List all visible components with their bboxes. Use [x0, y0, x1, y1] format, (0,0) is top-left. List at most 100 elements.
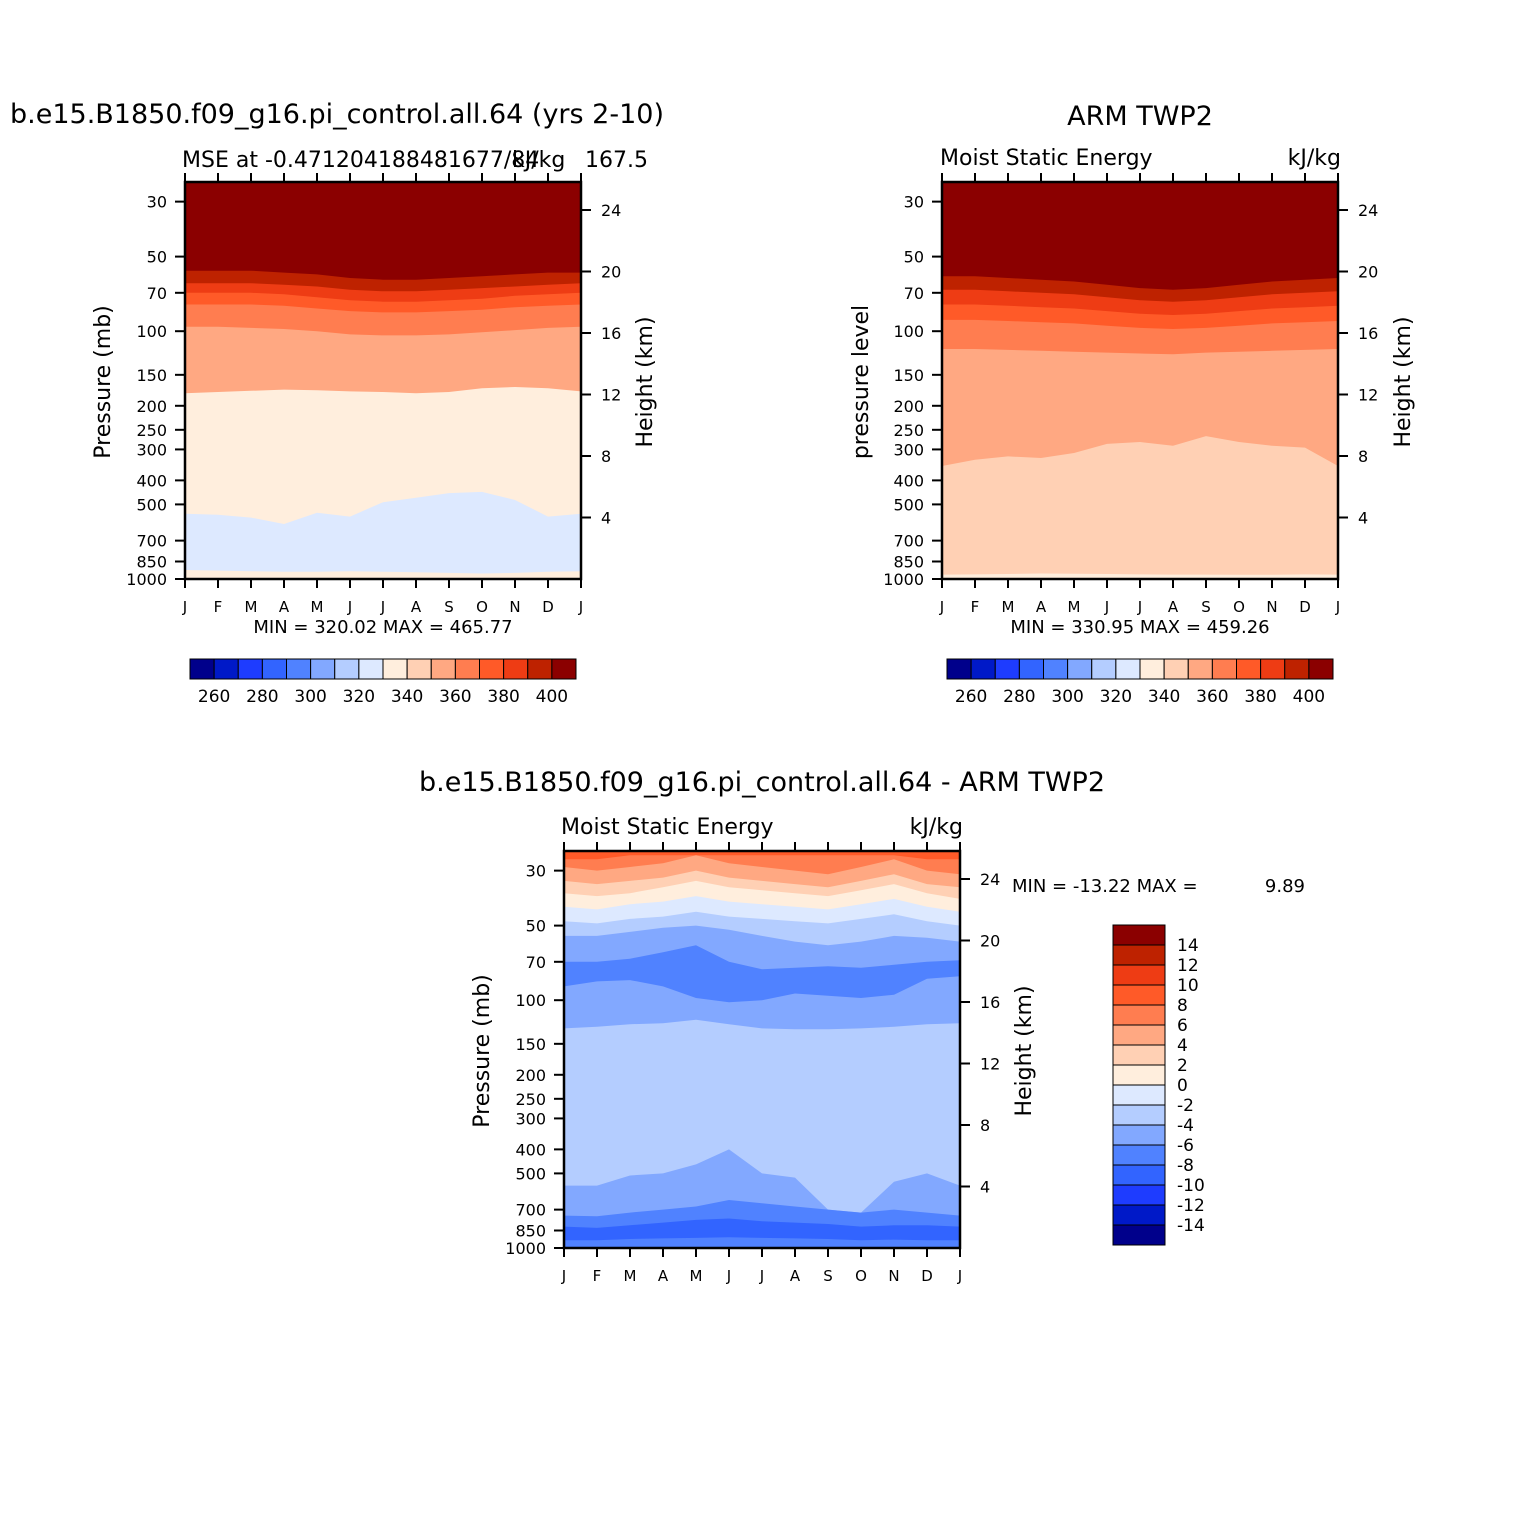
diff-colorbar-cell: [1112, 1164, 1166, 1186]
obs-ytick-label: 1000: [883, 570, 924, 589]
diff-colorbar-cell: [1112, 1104, 1166, 1126]
diff-ytick-label: 500: [515, 1164, 546, 1183]
diff-xtick-label: S: [823, 1267, 833, 1285]
obs-ytick-label: 400: [893, 471, 924, 490]
model-colorbar-cell: [551, 658, 577, 680]
obs-xtick-label: N: [1266, 598, 1277, 616]
diff-colorbar-label: -2: [1177, 1096, 1194, 1116]
diff-colorbar-cell: [1112, 1044, 1166, 1066]
model-ytick-right-label: 16: [601, 324, 621, 343]
diff-ytick-label: 700: [515, 1201, 546, 1220]
model-xtick-label: N: [509, 598, 520, 616]
model-ylabel: Pressure (mb): [91, 305, 116, 459]
obs-colorbar-cell: [1018, 658, 1044, 680]
obs-ytick-label: 500: [893, 495, 924, 514]
obs-colorbar-label: 320: [1100, 687, 1132, 707]
obs-ytick-right-label: 24: [1358, 201, 1378, 220]
obs-ytick-label: 850: [893, 553, 924, 572]
model-xtick-label: M: [245, 598, 258, 616]
model-colorbar-cell: [430, 658, 456, 680]
obs-ytick-right-label: 4: [1358, 509, 1368, 528]
model-ytick-label: 300: [136, 440, 167, 459]
obs-contour-band: [942, 573, 1338, 579]
diff-xtick-label: J: [759, 1267, 764, 1285]
obs-colorbar-label: 400: [1293, 687, 1325, 707]
obs-stats: MIN = 330.95 MAX = 459.26: [1010, 617, 1269, 638]
diff-colorbar-label: 2: [1177, 1056, 1188, 1076]
obs-ytick-right-label: 12: [1358, 386, 1378, 405]
model-colorbar-cell: [406, 658, 432, 680]
model-colorbar-label: 400: [536, 687, 568, 707]
model-ytick-label: 1000: [126, 570, 167, 589]
model-colorbar-label: 300: [294, 687, 326, 707]
obs-colorbar-label: 280: [1003, 687, 1035, 707]
model-ytick-label: 150: [136, 366, 167, 385]
diff-colorbar-label: -4: [1177, 1116, 1194, 1136]
model-ytick-label: 30: [147, 193, 167, 212]
obs-xtick-label: A: [1036, 598, 1047, 616]
diff-colorbar-cell: [1112, 944, 1166, 966]
diff-colorbar-cell: [1112, 1144, 1166, 1166]
diff-ytick-label: 200: [515, 1066, 546, 1085]
obs-xtick-label: S: [1201, 598, 1211, 616]
diff-xtick-label: A: [658, 1267, 669, 1285]
diff-colorbar-label: 6: [1177, 1016, 1188, 1036]
model-panel: b.e15.B1850.f09_g16.pi_control.all.64 (y…: [10, 99, 664, 707]
obs-title: ARM TWP2: [1067, 101, 1213, 132]
obs-ytick-right-label: 8: [1358, 447, 1368, 466]
model-xtick-label: M: [311, 598, 324, 616]
model-xtick-label: O: [476, 598, 488, 616]
model-ytick-right-label: 20: [601, 263, 621, 282]
obs-colorbar-cell: [1115, 658, 1141, 680]
model-ytick-label: 400: [136, 471, 167, 490]
obs-colorbar-label: 340: [1148, 687, 1180, 707]
obs-xtick-label: J: [939, 598, 944, 616]
model-colorbar-cell: [382, 658, 408, 680]
obs-ytick-label: 50: [904, 248, 924, 267]
diff-ylabel-right: Height (km): [1012, 985, 1037, 1116]
model-colorbar-cell: [454, 658, 480, 680]
diff-stats-max: 9.89: [1265, 876, 1305, 897]
model-colorbar-cell: [286, 658, 312, 680]
diff-ytick-right-label: 24: [980, 870, 1000, 889]
model-ytick-label: 100: [136, 322, 167, 341]
diff-colorbar-label: -8: [1177, 1156, 1194, 1176]
obs-xtick-label: J: [1104, 598, 1109, 616]
diff-colorbar-cell: [1112, 1024, 1166, 1046]
model-ytick-label: 50: [147, 248, 167, 267]
diff-colorbar-label: -14: [1177, 1216, 1205, 1236]
model-ytick-label: 250: [136, 421, 167, 440]
obs-xtick-label: M: [1002, 598, 1015, 616]
diff-xtick-label: M: [690, 1267, 703, 1285]
diff-xtick-label: A: [790, 1267, 801, 1285]
obs-xtick-label: J: [1137, 598, 1142, 616]
model-colorbar-cell: [527, 658, 553, 680]
obs-xtick-label: F: [971, 598, 980, 616]
obs-colorbar-cell: [970, 658, 996, 680]
diff-ytick-label: 50: [526, 917, 546, 936]
model-colorbar-label: 380: [487, 687, 519, 707]
obs-colorbar-cell: [1236, 658, 1262, 680]
model-colorbar-cell: [213, 658, 239, 680]
diff-ytick-label: 100: [515, 991, 546, 1010]
diff-colorbar-cell: [1112, 1124, 1166, 1146]
model-xtick-label: J: [578, 598, 583, 616]
diff-colorbar-label: -10: [1177, 1176, 1205, 1196]
diff-colorbar-cell: [1112, 1204, 1166, 1226]
obs-ytick-label: 30: [904, 193, 924, 212]
diff-xtick-label: F: [593, 1267, 602, 1285]
obs-colorbar-cell: [1308, 658, 1334, 680]
model-colorbar-label: 280: [246, 687, 278, 707]
obs-ytick-label: 100: [893, 322, 924, 341]
model-colorbar-cell: [237, 658, 263, 680]
diff-colorbar-label: 14: [1177, 936, 1199, 956]
obs-colorbar-cell: [946, 658, 972, 680]
diff-ytick-label: 150: [515, 1035, 546, 1054]
obs-colorbar-cell: [1260, 658, 1286, 680]
obs-xtick-label: D: [1299, 598, 1311, 616]
model-ytick-label: 500: [136, 495, 167, 514]
obs-left-subtitle: Moist Static Energy: [940, 146, 1153, 171]
obs-ylabel: pressure level: [849, 305, 874, 459]
model-xtick-label: J: [380, 598, 385, 616]
obs-ytick-label: 150: [893, 366, 924, 385]
